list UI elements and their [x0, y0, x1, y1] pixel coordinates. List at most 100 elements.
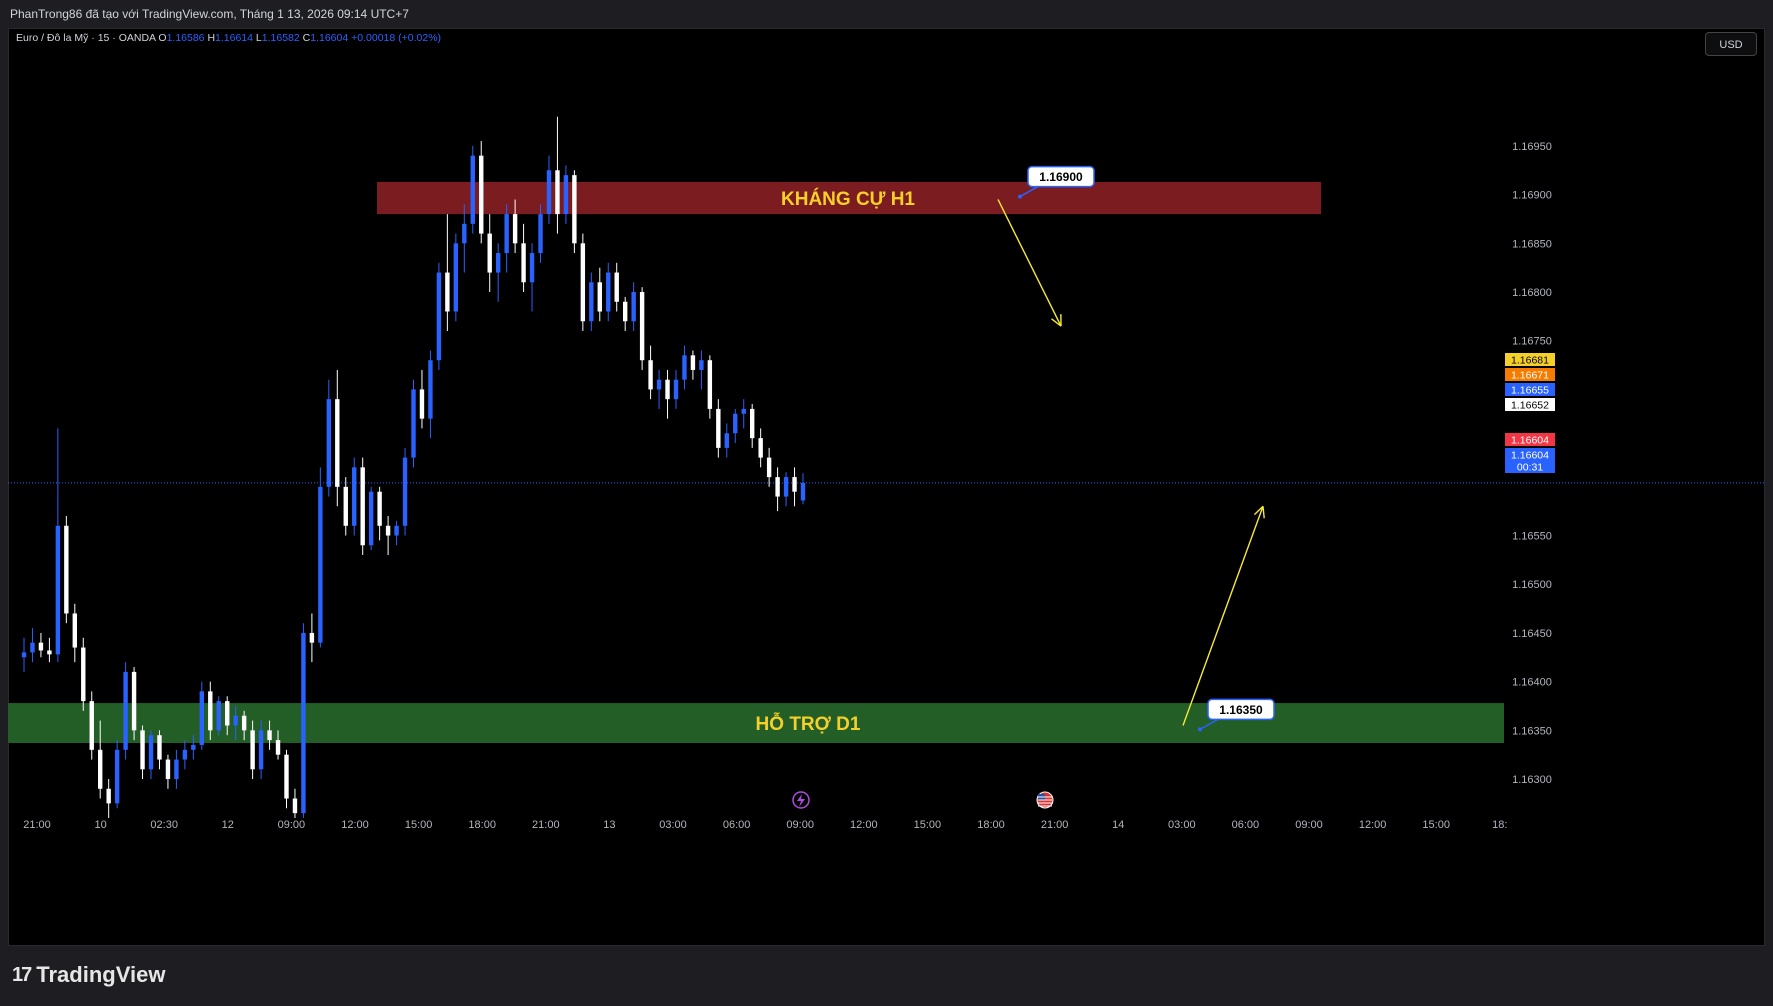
candle [292, 788, 298, 818]
candle [597, 267, 602, 322]
candle-body [580, 243, 586, 322]
candle [716, 399, 721, 458]
y-tick-label: 1.16350 [1512, 725, 1552, 737]
candle-body [394, 525, 399, 536]
x-tick-label: 18: [1492, 819, 1507, 831]
lightning-event-icon [792, 791, 810, 809]
candle-body [512, 214, 518, 244]
candle-body [656, 379, 662, 390]
candle [487, 214, 492, 293]
candle [462, 204, 467, 273]
price-tag-label: 1.16655 [1511, 385, 1549, 397]
candle [250, 720, 255, 780]
candle-body [402, 457, 408, 526]
currency-button[interactable]: USD [1705, 32, 1757, 56]
x-tick-label: 12:00 [341, 819, 369, 831]
candle [208, 681, 213, 741]
candle [402, 447, 408, 536]
candle [479, 141, 484, 244]
y-tick-label: 1.16900 [1512, 190, 1552, 202]
down-arrow [997, 199, 1062, 327]
y-tick-label: 1.16300 [1512, 774, 1552, 786]
candle [495, 243, 501, 302]
candle [538, 204, 543, 263]
candle-body [377, 491, 382, 526]
candle [775, 467, 780, 512]
candle [470, 145, 475, 234]
price-tag-box [1505, 460, 1555, 473]
y-tick-label: 1.16400 [1512, 677, 1552, 689]
price-tag: 1.16681 [1505, 353, 1555, 367]
candle-body [563, 175, 569, 215]
candle [241, 710, 247, 741]
candle-body [64, 525, 69, 614]
candle-body [724, 433, 729, 448]
candle [191, 735, 196, 760]
candle-body [419, 389, 425, 419]
x-tick-label: 03:00 [1168, 819, 1196, 831]
candle [182, 740, 188, 770]
ohlc-legend: Euro / Đô la Mỹ · 15 · OANDA O1.16586 H1… [16, 32, 441, 44]
candle [572, 170, 577, 254]
legend-c-label: C [300, 32, 311, 44]
candle-body [225, 701, 230, 726]
footer: 17 TradingView [0, 946, 1773, 1006]
price-callout: 1.16900 [1018, 165, 1095, 199]
candle [394, 520, 399, 546]
legend-o-label: O [155, 32, 166, 44]
chart-frame [8, 28, 1765, 946]
candle [275, 730, 281, 760]
candle [30, 628, 35, 663]
candle [445, 214, 450, 331]
price-tag: 00:31 [1505, 460, 1555, 474]
candle-body [182, 749, 188, 760]
candle-body [81, 647, 86, 702]
candle [377, 486, 382, 541]
resistance-zone [377, 181, 1321, 215]
x-tick-label: 10 [94, 819, 106, 831]
candle [606, 262, 611, 322]
candle-body [114, 749, 120, 804]
candle-body [546, 170, 552, 215]
x-tick-label: 09:00 [278, 819, 306, 831]
candlestick-chart[interactable]: Euro / Đô la Mỹ · 15 · OANDA O1.16586 H1… [8, 28, 1765, 946]
y-tick-label: 1.16450 [1512, 628, 1552, 640]
candle-body [292, 798, 298, 814]
price-tag-box [1505, 383, 1555, 396]
candle [98, 720, 103, 799]
candle [690, 350, 696, 380]
candle [622, 296, 628, 331]
candle-body [123, 671, 128, 750]
price-tag-label: 1.16681 [1511, 355, 1549, 367]
y-tick-label: 1.16950 [1512, 141, 1552, 153]
tradingview-mark-icon: 17 [12, 963, 32, 986]
candle [639, 287, 645, 370]
candle-body [47, 650, 52, 655]
candle [38, 632, 44, 658]
candle-body [470, 155, 475, 224]
legend-symbol: Euro / Đô la Mỹ · 15 · OANDA [16, 32, 156, 44]
x-tick-label: 18:00 [468, 819, 496, 831]
legend-h-label: H [205, 32, 216, 44]
candle-body [631, 292, 636, 322]
tradingview-logo[interactable]: 17 TradingView [12, 962, 165, 988]
candle-series [21, 116, 806, 818]
candle [225, 696, 230, 736]
candle [614, 262, 619, 312]
candle [157, 730, 162, 770]
candle-body [572, 175, 577, 244]
candle [512, 199, 518, 254]
candle-body [589, 282, 594, 322]
us-flag-event-icon [1036, 791, 1054, 809]
callout-pointer [1199, 718, 1219, 731]
candle-body [165, 759, 171, 780]
candle-body [597, 282, 602, 312]
candle-body [216, 701, 221, 731]
candle [504, 204, 509, 273]
callout-box [1207, 698, 1275, 721]
candle [428, 350, 433, 439]
candle-body [199, 691, 205, 745]
candle-body [208, 691, 213, 731]
candle [258, 720, 264, 780]
candle-body [174, 759, 179, 780]
